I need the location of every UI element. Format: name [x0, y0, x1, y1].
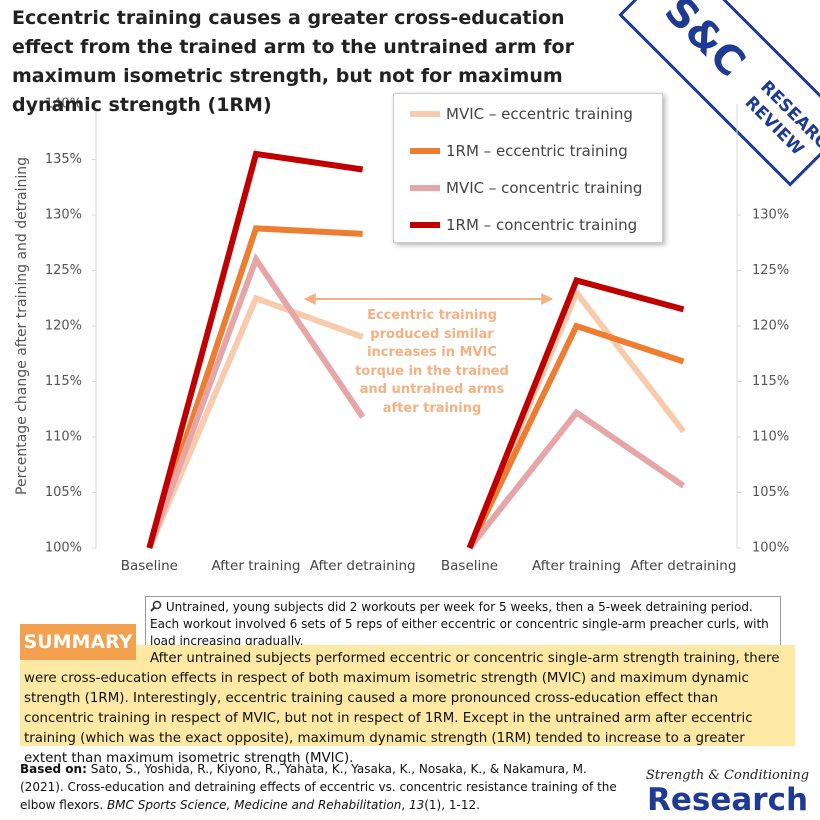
y-tick-label: 120% [45, 319, 82, 334]
x-tick-label: After training [211, 558, 300, 574]
legend-label: MVIC – concentric training [446, 179, 643, 197]
citation-pages: (1), 1-12. [424, 798, 480, 812]
y-tick-label: 130% [45, 208, 82, 223]
y-tick-label: 110% [752, 430, 789, 445]
y-tick-label: 100% [752, 541, 789, 556]
citation: Based on: Sato, S., Yoshida, R., Kiyono,… [20, 762, 617, 812]
note-text: Untrained, young subjects did 2 workouts… [150, 600, 769, 648]
series-line [466, 276, 685, 550]
y-tick-label: 120% [752, 319, 789, 334]
magnifier-icon [150, 600, 162, 612]
y-axis-label: Percentage change after training and det… [14, 157, 30, 495]
footer-logo-line1: Strength & Conditioning [645, 768, 810, 783]
y-tick-label: 140% [45, 97, 82, 112]
x-tick-label: After training [532, 558, 621, 574]
y-tick-label: 115% [45, 374, 82, 389]
y-tick-label: 125% [45, 263, 82, 278]
title: Eccentric training causes a greater cros… [12, 7, 574, 116]
annotation: Eccentric training produced similar incr… [355, 308, 509, 416]
legend-label: 1RM – eccentric training [446, 142, 628, 160]
legend-swatch [410, 222, 440, 228]
y-tick-label: 105% [752, 485, 789, 500]
series-line [146, 225, 363, 549]
citation-journal: BMC Sports Science, Medicine and Rehabil… [106, 798, 402, 812]
legend-entry: 1RM – concentric training [410, 215, 637, 235]
y-tick-label: 100% [45, 541, 82, 556]
x-tick-label: After detraining [631, 558, 737, 574]
y-tick-label: 110% [45, 430, 82, 445]
legend-swatch [410, 148, 440, 154]
y-tick-label: 115% [752, 374, 789, 389]
summary-label: SUMMARY [20, 624, 136, 660]
legend-label: MVIC – eccentric training [446, 105, 633, 123]
y-tick-label: 125% [752, 263, 789, 278]
citation-volume: 13 [408, 798, 425, 812]
citation-label: Based on: [20, 762, 87, 776]
y-tick-label: 130% [752, 208, 789, 223]
legend-swatch [410, 185, 440, 191]
series-line [146, 252, 366, 550]
footer-logo-line2: Research [646, 782, 809, 818]
series-line [466, 322, 685, 550]
legend-swatch [410, 111, 440, 117]
x-tick-label: Baseline [441, 558, 498, 574]
legend-entry: MVIC – concentric training [410, 178, 642, 198]
legend-label: 1RM – concentric training [446, 216, 638, 234]
legend: MVIC – eccentric training 1RM – eccentric… [393, 93, 663, 243]
legend-entry: 1RM – eccentric training [410, 141, 628, 161]
citation-authors: Sato, S., Yoshida, R., Kiyono, R., Yahat… [20, 762, 617, 812]
y-tick-label: 135% [45, 152, 82, 167]
legend-entry: MVIC – eccentric training [410, 104, 633, 124]
y-tick-label: 105% [45, 485, 82, 500]
series-line [146, 150, 364, 549]
footer-logo: Strength & Conditioning Research [640, 768, 815, 817]
series-line [467, 408, 686, 550]
x-tick-label: After detraining [310, 558, 416, 574]
series-line [146, 294, 364, 550]
summary-text: After untrained subjects performed eccen… [20, 645, 795, 766]
x-tick-label: Baseline [121, 558, 178, 574]
